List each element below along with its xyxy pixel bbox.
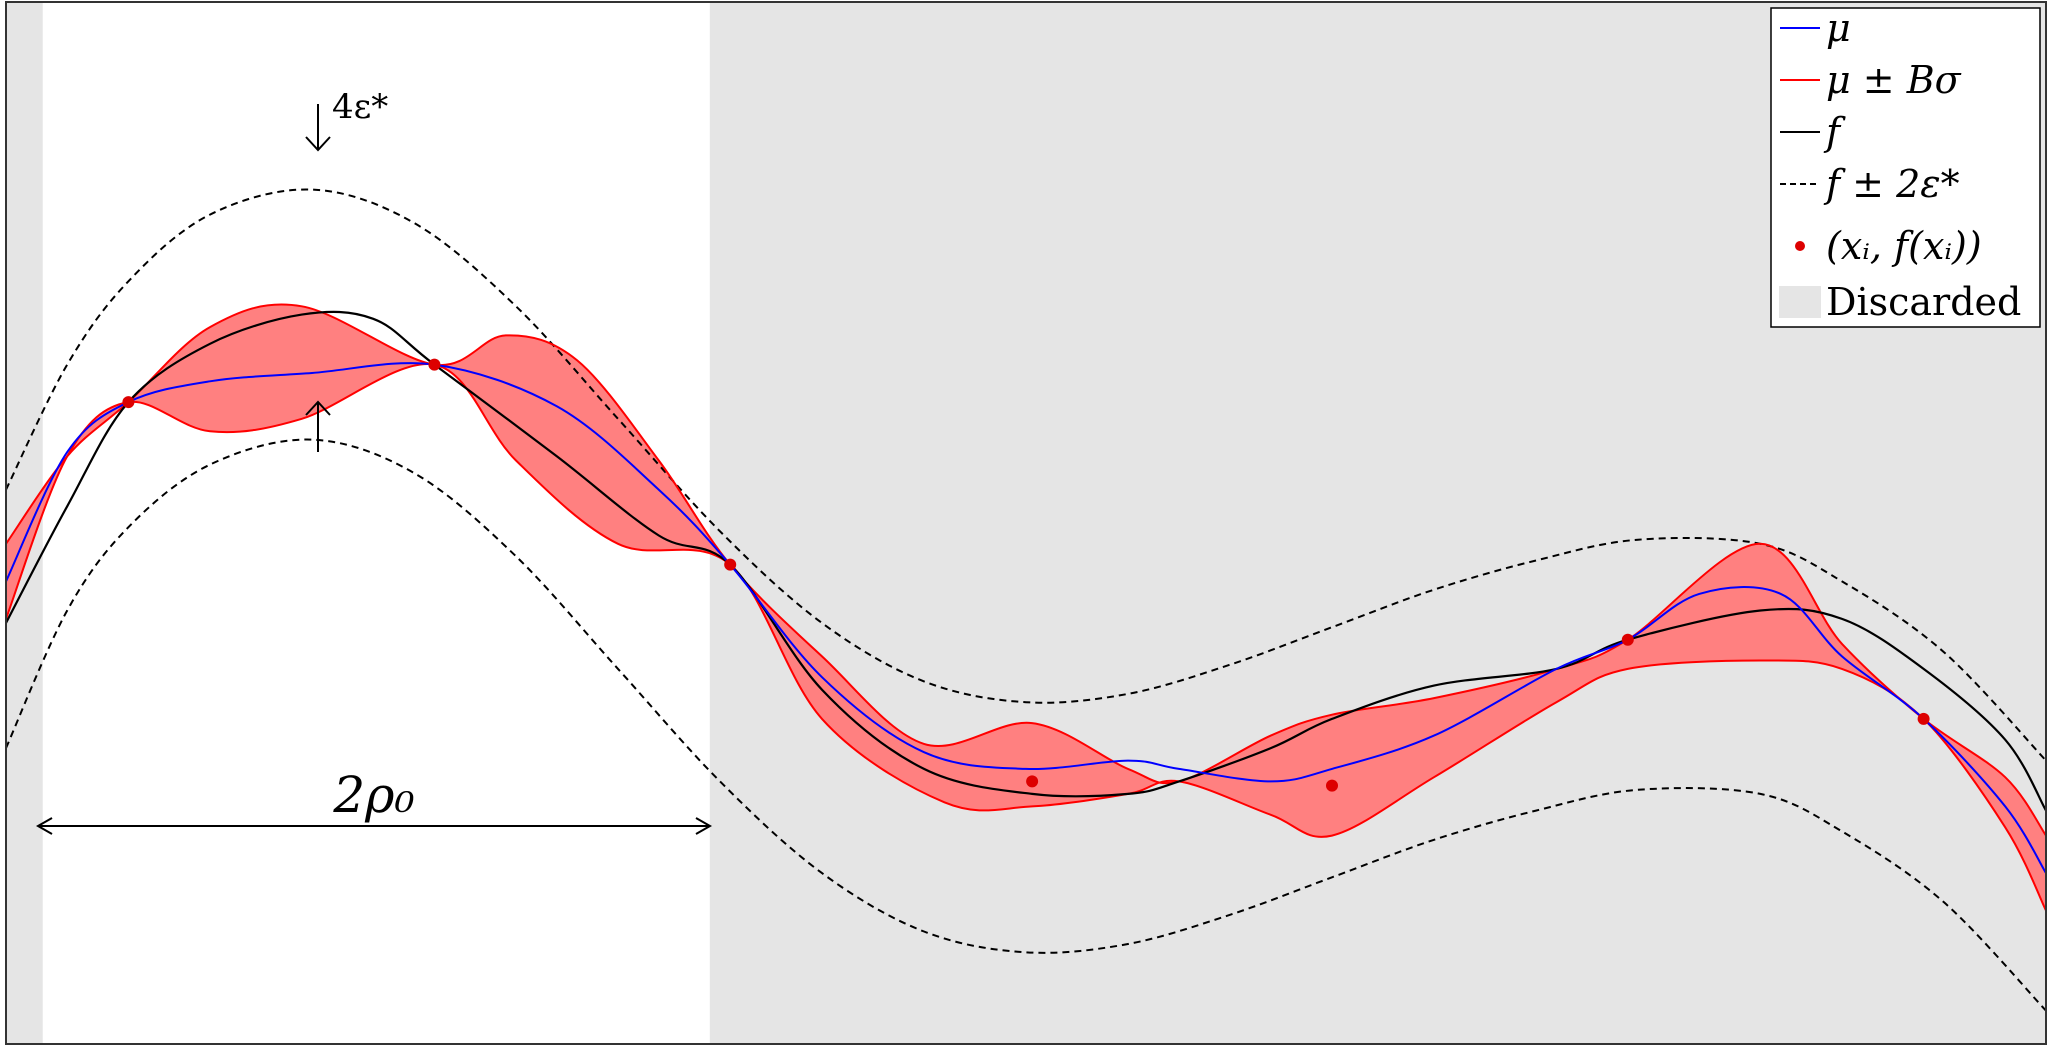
legend-item-eps: f ± 2ε* (1780, 162, 1960, 206)
legend-item-disc: Discarded (1779, 280, 2021, 324)
legend-item-band: μ ± Bσ (1780, 58, 1962, 102)
legend-swatch (1795, 241, 1805, 251)
eps-upper-line (5, 188, 2047, 762)
band-fill (6, 304, 2046, 911)
observation-point (428, 358, 441, 371)
f-line (5, 310, 2047, 812)
observation-point (1621, 633, 1634, 646)
annotations: 4ε* 2ρ₀ (35, 87, 713, 835)
eps-lower-line (5, 438, 2047, 1012)
legend-label: μ ± Bσ (1826, 58, 1962, 102)
observation-points (122, 358, 1930, 792)
band-upper-line (5, 303, 2047, 837)
mu-line (5, 362, 2047, 874)
plot-frame (5, 1, 2047, 1045)
width-arrowhead-right (695, 817, 713, 835)
confidence-band (6, 304, 2046, 911)
gap-label: 4ε* (332, 87, 388, 127)
observation-point (1326, 779, 1338, 792)
band-lower-line (5, 362, 2047, 912)
legend-box (1770, 7, 2041, 328)
legend-label: Discarded (1826, 280, 2021, 324)
width-label: 2ρ₀ (332, 766, 414, 824)
gap-arrowhead-bottom (305, 400, 331, 416)
legend-swatch (1779, 286, 1821, 318)
legend-label: f ± 2ε* (1823, 162, 1960, 206)
gap-arrowhead-top (305, 136, 331, 152)
width-arrowhead-left (35, 817, 53, 835)
legend-item-pts: (xᵢ, f(xᵢ)) (1795, 224, 1982, 268)
legend-label: μ (1826, 6, 1851, 50)
observation-point (122, 396, 135, 409)
legend-label: (xᵢ, f(xᵢ)) (1826, 224, 1982, 268)
observation-point (1026, 775, 1039, 788)
observation-point (1917, 712, 1930, 725)
discarded-regions (6, 2, 2046, 1044)
legend-item-mu: μ (1780, 6, 1851, 50)
observation-point (724, 558, 737, 571)
series-lines (5, 188, 2047, 1012)
